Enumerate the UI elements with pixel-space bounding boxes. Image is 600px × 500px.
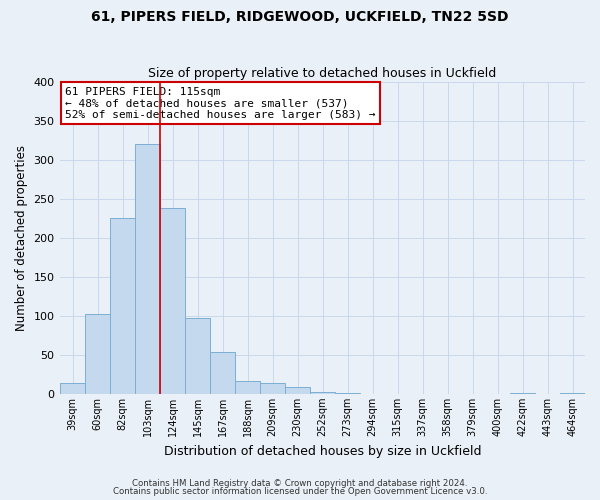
X-axis label: Distribution of detached houses by size in Uckfield: Distribution of detached houses by size … [164, 444, 481, 458]
Text: 61, PIPERS FIELD, RIDGEWOOD, UCKFIELD, TN22 5SD: 61, PIPERS FIELD, RIDGEWOOD, UCKFIELD, T… [91, 10, 509, 24]
Bar [285, 387, 310, 394]
Bar [210, 352, 235, 394]
Bar [60, 383, 85, 394]
Bar [160, 208, 185, 394]
Title: Size of property relative to detached houses in Uckfield: Size of property relative to detached ho… [148, 66, 497, 80]
Text: Contains HM Land Registry data © Crown copyright and database right 2024.: Contains HM Land Registry data © Crown c… [132, 478, 468, 488]
Bar [135, 144, 160, 394]
Bar [310, 392, 335, 394]
Bar [85, 314, 110, 394]
Bar [510, 393, 535, 394]
Bar [235, 380, 260, 394]
Y-axis label: Number of detached properties: Number of detached properties [15, 145, 28, 331]
Bar [185, 318, 210, 394]
Bar [260, 383, 285, 394]
Text: 61 PIPERS FIELD: 115sqm
← 48% of detached houses are smaller (537)
52% of semi-d: 61 PIPERS FIELD: 115sqm ← 48% of detache… [65, 86, 376, 120]
Bar [110, 218, 135, 394]
Text: Contains public sector information licensed under the Open Government Licence v3: Contains public sector information licen… [113, 487, 487, 496]
Bar [335, 393, 360, 394]
Bar [560, 393, 585, 394]
